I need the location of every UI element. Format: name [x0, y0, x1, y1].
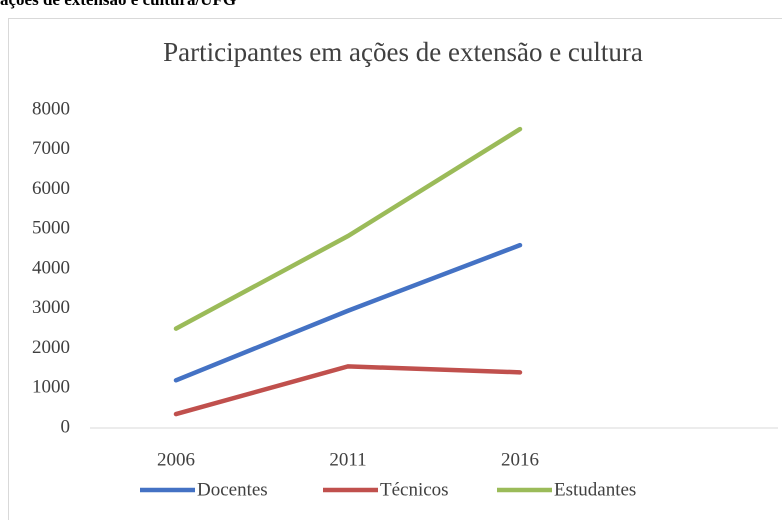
y-tick-label: 0 — [61, 416, 71, 437]
y-tick-label: 7000 — [32, 138, 70, 159]
data-line — [173, 364, 523, 417]
y-tick-label: 6000 — [32, 178, 70, 199]
data-line — [173, 242, 523, 383]
legend-label: Estudantes — [554, 479, 636, 500]
x-tick-label: 2011 — [329, 449, 366, 470]
legend-label: Docentes — [197, 479, 268, 500]
chart-title: Participantes em ações de extensão e cul… — [163, 37, 643, 67]
chart-frame — [8, 18, 782, 520]
y-tick-label: 4000 — [32, 257, 70, 278]
y-tick-label: 8000 — [32, 98, 70, 119]
x-tick-label: 2016 — [501, 449, 539, 470]
legend-label: Técnicos — [380, 479, 449, 500]
y-tick-label: 5000 — [32, 218, 70, 239]
y-tick-label: 1000 — [32, 377, 70, 398]
y-tick-label: 2000 — [32, 337, 70, 358]
page-header: ações de extensão e cultura/UFG — [0, 0, 236, 10]
y-tick-label: 3000 — [32, 297, 70, 318]
data-line — [173, 126, 523, 331]
x-tick-label: 2006 — [157, 449, 195, 470]
